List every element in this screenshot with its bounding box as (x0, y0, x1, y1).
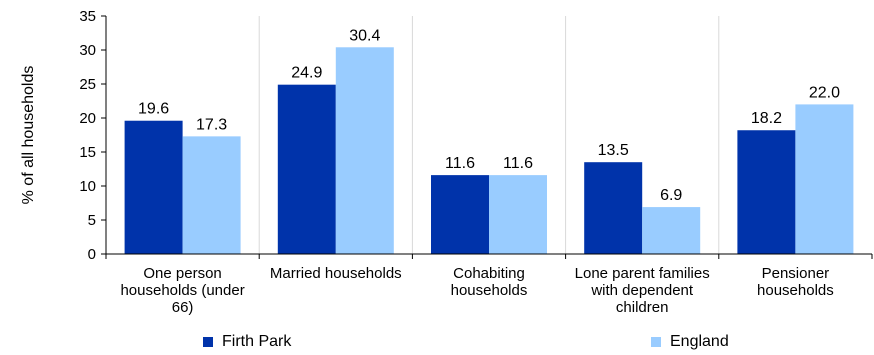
y-tick-label: 15 (79, 144, 96, 161)
bar (584, 162, 643, 254)
legend-swatch-england (651, 337, 661, 347)
legend-label-england: England (670, 333, 729, 350)
x-tick-label: One person households (under 66) (120, 265, 245, 316)
bar (277, 84, 336, 255)
x-tick-label: Cohabiting households (450, 265, 528, 299)
data-label: 13.5 (598, 142, 629, 159)
bar (795, 104, 854, 255)
data-label: 17.3 (196, 116, 227, 133)
y-tick-label: 35 (79, 8, 96, 25)
y-tick-label: 5 (88, 212, 96, 229)
y-tick-label: 0 (88, 246, 96, 263)
data-label: 11.6 (503, 155, 533, 172)
legend-swatch-firth-park (203, 337, 213, 347)
data-label: 18.2 (751, 110, 782, 127)
data-label: 19.6 (138, 101, 169, 118)
bar (182, 136, 241, 254)
legend-label-firth-park: Firth Park (222, 333, 292, 350)
data-label: 6.9 (660, 187, 682, 204)
x-tick-label: Married households (269, 265, 402, 282)
y-tick-label: 10 (79, 178, 96, 195)
bar (489, 175, 547, 254)
data-label: 22.0 (809, 84, 840, 101)
legend-item-firth-park: Firth Park (203, 333, 291, 351)
x-tick-label: Lone parent families with dependent chil… (574, 265, 710, 316)
bar (642, 207, 701, 254)
bar (335, 47, 394, 254)
x-tick-label: Pensioner households (757, 265, 834, 299)
bar (124, 120, 183, 254)
y-tick-label: 30 (79, 42, 96, 59)
legend-item-england: England (651, 333, 729, 351)
data-label: 24.9 (291, 65, 322, 82)
y-axis-title: % of all households (20, 66, 37, 205)
bar (431, 175, 489, 254)
y-tick-label: 20 (79, 110, 96, 127)
bar (737, 130, 796, 254)
data-label: 30.4 (349, 27, 380, 44)
y-tick-label: 25 (79, 76, 96, 93)
data-label: 11.6 (445, 155, 475, 172)
